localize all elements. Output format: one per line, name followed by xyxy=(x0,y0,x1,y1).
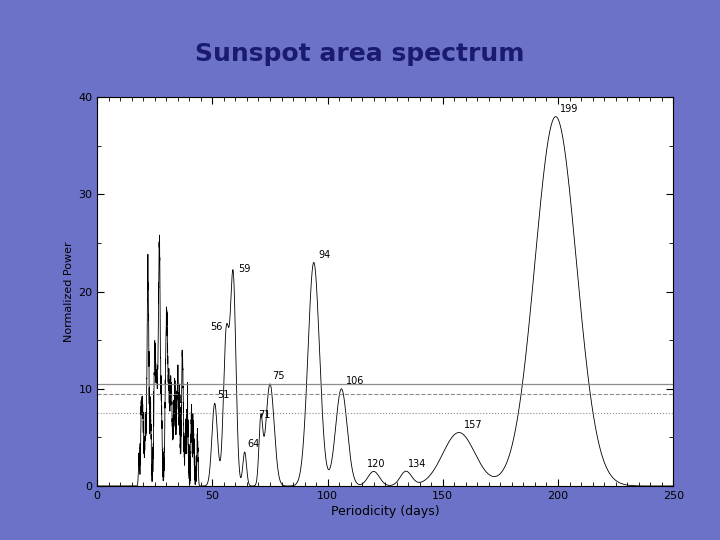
Text: 59: 59 xyxy=(238,264,250,274)
Text: 56: 56 xyxy=(210,322,222,333)
Text: 75: 75 xyxy=(272,371,285,381)
Text: 134: 134 xyxy=(408,458,427,469)
Y-axis label: Normalized Power: Normalized Power xyxy=(64,241,74,342)
Text: 199: 199 xyxy=(560,104,579,114)
Text: 31: 31 xyxy=(171,395,183,406)
Text: 106: 106 xyxy=(346,376,364,386)
Text: 71: 71 xyxy=(258,410,271,420)
Text: 120: 120 xyxy=(366,458,385,469)
Text: 64: 64 xyxy=(247,439,259,449)
X-axis label: Periodicity (days): Periodicity (days) xyxy=(331,505,439,518)
Text: 157: 157 xyxy=(464,420,482,430)
Text: 51: 51 xyxy=(217,390,230,401)
Text: Sunspot area spectrum: Sunspot area spectrum xyxy=(195,42,525,66)
Text: 94: 94 xyxy=(318,249,330,260)
